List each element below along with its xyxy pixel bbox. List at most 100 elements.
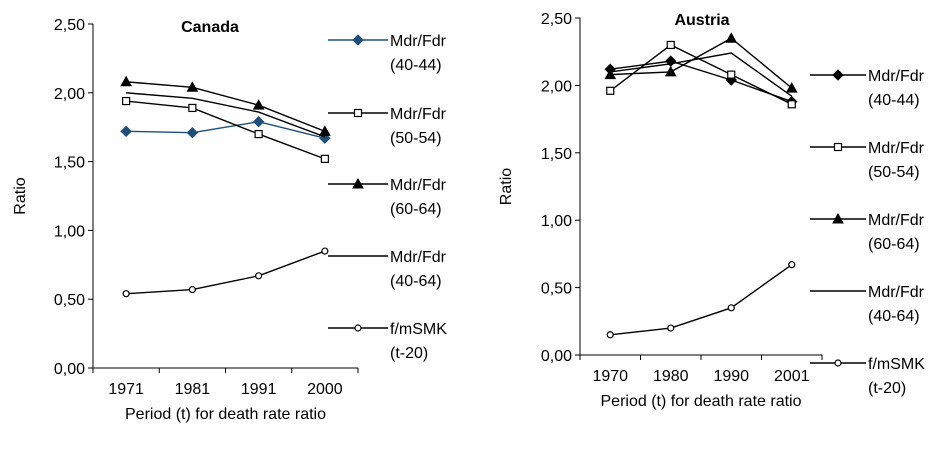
data-point [122, 290, 130, 298]
y-tick-label: 2,50 [541, 11, 572, 28]
legend-label: (60-64) [868, 236, 920, 253]
y-tick-label: 0,50 [54, 292, 85, 309]
data-point [321, 247, 329, 255]
x-axis-title: Period (t) for death rate ratio [125, 406, 326, 423]
legend-label: f/mSMK [868, 356, 925, 373]
series-line [126, 120, 326, 139]
x-tick-label: 1991 [241, 381, 277, 398]
series-line [126, 100, 326, 160]
series-2 [120, 75, 331, 136]
chart-title: Austria [674, 12, 729, 29]
series-2 [604, 32, 798, 93]
x-tick-label: 1971 [108, 381, 144, 398]
legend-entry: Mdr/Fdr (40-64) [328, 249, 447, 290]
legend-marker [354, 324, 362, 332]
series-line [126, 81, 326, 132]
y-tick-label: 0,00 [54, 361, 85, 378]
legend-label: (40-64) [868, 308, 920, 325]
legend-entry: Mdr/Fdr (40-44) [810, 68, 925, 109]
series-line [610, 37, 793, 89]
data-point [252, 99, 265, 110]
y-tick-label: 2,50 [54, 17, 85, 34]
data-point [667, 324, 675, 332]
legend-entry: Mdr/Fdr (40-64) [810, 284, 925, 325]
data-point [727, 304, 735, 312]
legend-entry: Mdr/Fdr (60-64) [810, 212, 925, 253]
legend-marker [352, 177, 364, 189]
y-tick-label: 2,00 [541, 78, 572, 95]
series-1 [122, 96, 329, 163]
x-tick-label: 2000 [307, 381, 343, 398]
data-point [604, 68, 617, 80]
data-point [666, 40, 675, 50]
data-point [120, 125, 132, 138]
legend-label: Mdr/Fdr [868, 140, 925, 157]
y-tick-label: 1,00 [54, 223, 85, 240]
chart-title: Canada [181, 19, 239, 36]
legend-entry: Mdr/Fdr (40-44) [328, 33, 447, 74]
data-point [120, 75, 132, 87]
y-tick-label: 0,50 [541, 281, 572, 298]
legend-label: (60-64) [390, 201, 442, 218]
legend-label: Mdr/Fdr [868, 212, 925, 229]
legend-marker [833, 142, 843, 152]
legend-label: Mdr/Fdr [390, 106, 447, 123]
x-tick-label: 1981 [175, 381, 211, 398]
y-axis-title: Ratio [498, 168, 515, 205]
data-point [254, 129, 263, 139]
x-tick-label: 1990 [713, 368, 749, 385]
series-line [610, 264, 793, 336]
series-line [609, 44, 793, 105]
data-point [320, 154, 329, 163]
legend-label: (50-54) [868, 164, 920, 181]
legend-marker [352, 34, 364, 46]
legend-label: (40-64) [390, 273, 442, 290]
data-point [252, 115, 265, 128]
legend-label: (t-20) [868, 380, 906, 397]
legend-label: (50-54) [390, 130, 442, 147]
y-axis-title: Ratio [12, 177, 29, 214]
data-point [606, 86, 615, 95]
data-point [122, 96, 131, 106]
legend-label: Mdr/Fdr [390, 177, 447, 194]
legend-label: Mdr/Fdr [390, 249, 447, 266]
x-tick-label: 1970 [592, 368, 628, 385]
chart-austria: 0,00 0,50 1,00 1,50 2,00 2,50 1970 1980 1990 2001… [498, 11, 925, 410]
data-point [787, 100, 796, 109]
data-point [785, 82, 798, 93]
data-point [606, 331, 614, 339]
series-line [126, 250, 326, 295]
legend-marker [832, 212, 844, 224]
x-tick-label: 1980 [653, 368, 689, 385]
series-line [610, 52, 793, 97]
legend-entry: Mdr/Fdr (50-54) [328, 106, 447, 147]
legend-entry: Mdr/Fdr (50-54) [810, 140, 925, 181]
data-point [664, 65, 677, 77]
series-4 [122, 247, 329, 298]
series-1 [606, 40, 796, 109]
data-point [255, 272, 263, 280]
legend-label: Mdr/Fdr [868, 284, 925, 301]
legend-label: (40-44) [868, 92, 920, 109]
series-4 [606, 261, 796, 339]
legend-entry: f/mSMK (t-20) [328, 321, 447, 362]
legend-entry: Mdr/Fdr (60-64) [328, 177, 447, 218]
y-tick-label: 1,50 [54, 155, 85, 172]
data-point [725, 32, 738, 43]
data-point [186, 126, 199, 139]
x-tick-label: 2001 [774, 368, 810, 385]
legend-label: f/mSMK [390, 321, 447, 338]
chart-canada: 0,00 0,50 1,00 1,50 2,00 2,50 1971 1981 1991 2000… [12, 17, 447, 423]
data-point [188, 285, 196, 294]
data-point [188, 103, 197, 113]
legend-entry: f/mSMK (t-20) [810, 356, 925, 397]
legend-marker [353, 108, 363, 118]
series-0 [604, 55, 798, 108]
data-point [319, 125, 331, 136]
series-3 [126, 92, 326, 138]
series-line [126, 92, 326, 138]
data-point [788, 261, 796, 269]
legend-label: Mdr/Fdr [868, 68, 925, 85]
series-3 [610, 52, 793, 97]
legend-marker [832, 69, 844, 81]
